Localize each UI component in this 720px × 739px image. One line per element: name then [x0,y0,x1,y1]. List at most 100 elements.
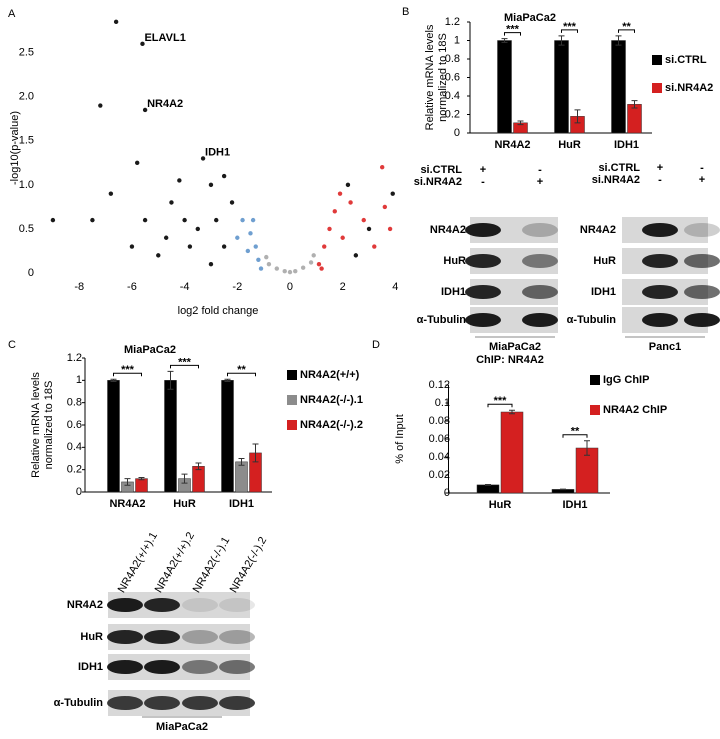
point [156,253,161,258]
point [90,217,95,223]
y-tick-label: 0.04 [429,451,450,463]
band [684,223,720,237]
error-bar [195,462,202,471]
error-bar [485,483,491,486]
condition-sign: + [699,174,705,186]
point [113,19,119,25]
significance: *** [506,24,520,36]
blot-row-label: IDH1 [441,286,466,298]
legend-label: NR4A2 ChIP [603,404,667,416]
y-tick-label: 1 [76,374,82,386]
point [366,226,372,232]
bar [192,466,205,493]
point [163,235,169,240]
legend-swatch [287,420,297,430]
point [300,265,306,270]
point [142,107,148,113]
point [221,244,227,249]
bar [135,478,148,493]
error-bar [124,478,131,486]
legend-swatch [590,405,600,415]
legend-swatch [652,83,662,93]
legend-swatch [287,370,297,380]
chart-title: ChIP: NR4A2 [476,354,544,366]
blot-row-label: HuR [593,255,616,267]
x-tick-label: NR4A2 [494,139,530,151]
blot-row-label: NR4A2 [430,224,466,236]
point [332,209,337,214]
significance-bracket [113,372,142,377]
point [274,266,280,271]
band [642,223,678,237]
band [465,223,501,237]
band [107,630,143,644]
condition-sign: + [657,162,663,174]
point [390,191,395,196]
gene-label: IDH1 [205,146,230,158]
blot-row-label: IDH1 [591,286,616,298]
band [465,254,501,268]
point [337,191,343,196]
error-bar [238,458,245,466]
bar [235,461,248,493]
blot-row-label: NR4A2 [580,224,616,236]
x-tick-label: IDH1 [562,499,587,511]
cell-line-label: MiaPaCa2 [489,341,541,353]
condition-sign: + [480,164,486,176]
band [144,696,180,710]
point [353,253,359,258]
band [642,313,678,327]
band [522,285,558,299]
chart-title: MiaPaCa2 [504,12,556,24]
cell-line-label: Panc1 [649,341,681,353]
band [522,223,558,237]
significance: ** [237,364,246,376]
chart-title: MiaPaCa2 [124,344,176,356]
significance: *** [121,364,135,376]
y-tick-label: 0.2 [445,108,460,120]
error-bar [110,378,117,382]
condition-sign: - [481,176,485,188]
blot-row-label: α-Tubulin [54,697,104,709]
y-tick-label: 0.1 [435,397,450,409]
band [107,598,143,612]
error-bar [574,109,581,124]
error-bar [615,35,622,46]
y-axis-label: Relative mRNA levels [424,24,436,130]
error-bar [631,100,638,109]
error-bar [181,473,188,484]
blot-row-label: α-Tubulin [567,314,617,326]
bar [497,40,512,134]
blot-row-label: α-Tubulin [417,314,467,326]
point [195,226,200,232]
point [108,191,114,196]
band [144,630,180,644]
point [345,182,351,188]
gene-label: NR4A2 [147,98,183,110]
legend-swatch [590,375,600,385]
condition-label: si.NR4A2 [592,174,640,186]
x-axis-label: log2 fold change [178,305,259,317]
panel-label: A [8,8,16,20]
x-tick-label: IDH1 [229,498,254,510]
point [169,200,174,205]
point [258,266,264,271]
y-tick-label: 0.6 [445,71,460,83]
point [256,257,261,262]
panel-label: D [372,339,380,351]
error-bar [252,443,259,463]
band [642,285,678,299]
significance-bracket [562,434,588,438]
y-tick-label: 1 [454,34,460,46]
point [361,217,366,223]
bar [164,380,177,493]
blot-row-label: HuR [80,631,103,643]
point [235,235,240,240]
y-tick-label: 0.4 [67,441,82,453]
point [348,200,353,205]
significance: ** [622,21,631,33]
y-tick-label: 0.06 [429,433,450,445]
y-tick-label: 1.0 [19,179,34,191]
band [684,254,720,268]
y-tick-label: 0.8 [67,397,82,409]
